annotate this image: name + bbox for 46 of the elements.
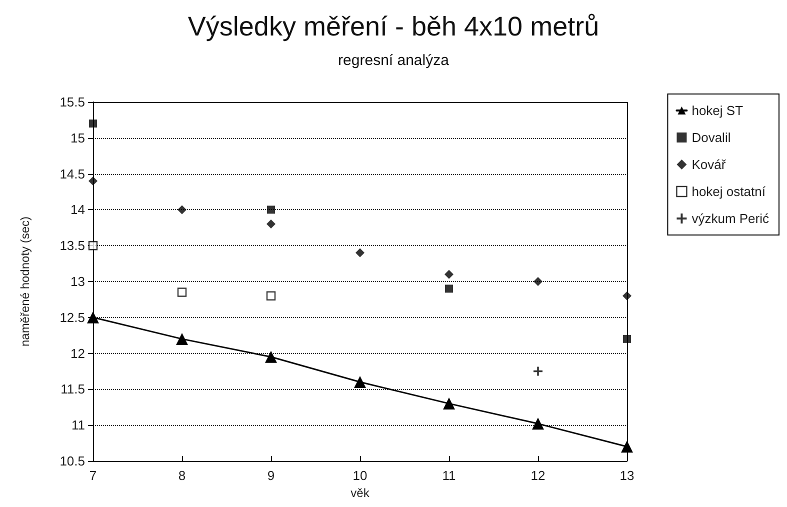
x-tick-label: 9	[267, 468, 275, 483]
x-tick-label: 8	[178, 468, 186, 483]
x-tick-label: 11	[442, 468, 456, 483]
point	[267, 206, 275, 214]
point	[87, 311, 99, 324]
point	[444, 270, 454, 279]
point	[265, 350, 277, 363]
point	[443, 398, 455, 410]
point	[176, 332, 188, 345]
legend-label: hokej ostatní	[692, 184, 766, 199]
x-axis-title: věk	[350, 486, 370, 500]
legend-label: Dovalil	[692, 130, 731, 145]
legend-label: Kovář	[692, 157, 726, 172]
y-tick-label: 15.5	[60, 94, 85, 110]
y-tick-label: 10.5	[60, 454, 85, 468]
point	[354, 376, 366, 388]
x-tick-label: 7	[89, 468, 97, 483]
x-tick-label: 13	[620, 468, 634, 483]
x-tick-label: 10	[352, 468, 368, 483]
y-tick-label: 11.5	[60, 382, 85, 397]
y-tick-label: 15	[70, 130, 85, 146]
point	[266, 291, 276, 300]
y-tick-label: 14	[70, 202, 85, 218]
x-tick-label: 12	[530, 468, 546, 483]
y-tick-label: 12.5	[60, 310, 85, 325]
y-tick-label: 11	[72, 418, 85, 433]
legend-label: hokej ST	[692, 103, 744, 118]
point	[532, 418, 544, 430]
y-tick-label: 12	[70, 346, 85, 361]
point	[356, 248, 364, 258]
point	[88, 176, 98, 186]
point	[266, 220, 276, 229]
y-tick-label: 13	[70, 274, 85, 289]
chart-subtitle: regresní analýza	[338, 52, 450, 69]
chart-title: Výsledky měření - běh 4x10 metrů	[188, 12, 600, 42]
y-tick-label: 13.5	[60, 238, 85, 254]
y-axis-title: naměřené hodnoty (sec)	[18, 216, 32, 347]
point	[88, 241, 98, 250]
point	[178, 205, 186, 214]
point	[534, 366, 542, 376]
point	[534, 277, 542, 286]
point	[445, 284, 453, 293]
point	[177, 288, 187, 297]
legend-label: výzkum Perić	[692, 211, 770, 226]
point	[89, 120, 97, 128]
y-tick-label: 14.5	[60, 166, 85, 182]
